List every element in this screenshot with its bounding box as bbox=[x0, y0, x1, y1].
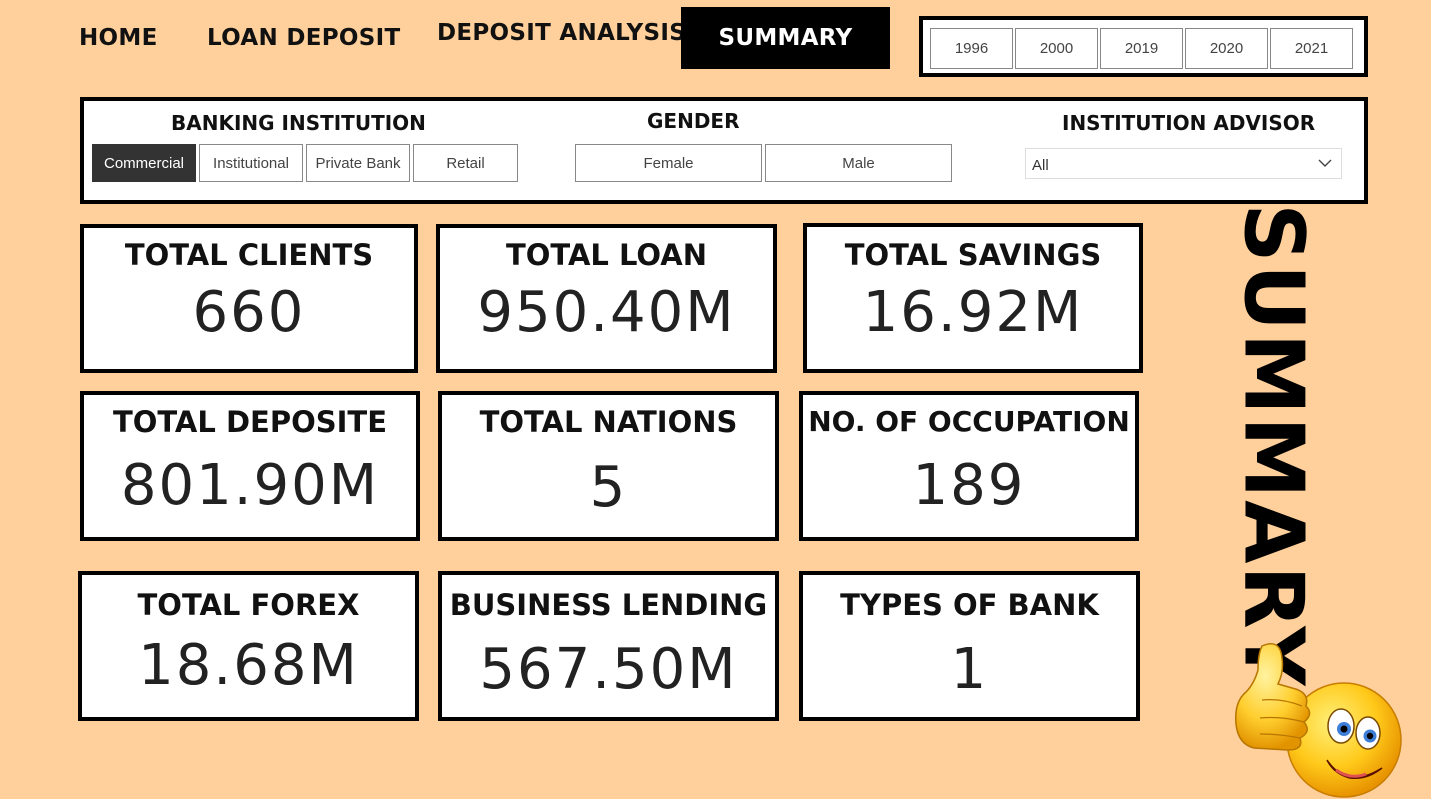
year-button[interactable]: 2020 bbox=[1185, 28, 1268, 69]
slicer-male[interactable]: Male bbox=[765, 144, 952, 182]
gender-title: GENDER bbox=[647, 109, 740, 133]
card-title: NO. OF OCCUPATION bbox=[808, 405, 1130, 438]
card-title: TOTAL SAVINGS bbox=[844, 238, 1102, 272]
card-value: 18.68M bbox=[138, 633, 359, 698]
year-button[interactable]: 2000 bbox=[1015, 28, 1098, 69]
nav-home[interactable]: HOME bbox=[79, 25, 158, 51]
card-title: TOTAL CLIENTS bbox=[124, 238, 374, 272]
chevron-down-icon bbox=[1318, 159, 1332, 167]
side-title-text: SUMMARY bbox=[1225, 202, 1321, 688]
card-title: TOTAL DEPOSITE bbox=[112, 405, 388, 439]
card-types-of-bank: TYPES OF BANK 1 bbox=[799, 571, 1140, 721]
card-title: TOTAL LOAN bbox=[505, 238, 708, 272]
year-button[interactable]: 1996 bbox=[930, 28, 1013, 69]
card-title: TOTAL NATIONS bbox=[479, 405, 738, 439]
card-value: 1 bbox=[950, 637, 989, 702]
card-total-loan: TOTAL LOAN 950.40M bbox=[436, 224, 777, 373]
institution-advisor-dropdown[interactable]: All bbox=[1025, 148, 1342, 179]
card-value: 950.40M bbox=[477, 280, 736, 345]
slicer-retail[interactable]: Retail bbox=[413, 144, 518, 182]
banking-institution-title: BANKING INSTITUTION bbox=[171, 111, 426, 135]
year-button[interactable]: 2019 bbox=[1100, 28, 1183, 69]
card-value: 801.90M bbox=[120, 453, 380, 518]
card-value: 660 bbox=[192, 280, 306, 345]
year-slicer: 1996 2000 2019 2020 2021 bbox=[919, 16, 1368, 77]
card-title: TOTAL FOREX bbox=[137, 588, 360, 622]
slicer-female[interactable]: Female bbox=[575, 144, 762, 182]
card-total-nations: TOTAL NATIONS 5 bbox=[438, 391, 779, 541]
card-value: 189 bbox=[912, 453, 1026, 518]
year-button[interactable]: 2021 bbox=[1270, 28, 1353, 69]
card-title: TYPES OF BANK bbox=[840, 588, 1099, 622]
card-business-lending: BUSINESS LENDING 567.50M bbox=[438, 571, 779, 721]
slicer-private-bank[interactable]: Private Bank bbox=[306, 144, 410, 182]
slicer-institutional[interactable]: Institutional bbox=[199, 144, 303, 182]
institution-advisor-title: INSTITUTION ADVISOR bbox=[1062, 111, 1316, 135]
card-no-of-occupation: NO. OF OCCUPATION 189 bbox=[799, 391, 1139, 541]
card-total-clients: TOTAL CLIENTS 660 bbox=[80, 224, 418, 373]
card-value: 16.92M bbox=[862, 280, 1084, 345]
card-value: 5 bbox=[589, 455, 628, 520]
card-total-forex: TOTAL FOREX 18.68M bbox=[78, 571, 419, 721]
card-total-savings: TOTAL SAVINGS 16.92M bbox=[803, 223, 1143, 373]
side-title: SUMMARY bbox=[1208, 203, 1338, 687]
thumbs-up-smiley-icon bbox=[1234, 643, 1402, 798]
filter-panel: BANKING INSTITUTION Commercial Instituti… bbox=[80, 97, 1368, 204]
nav-deposit-analysis[interactable]: DEPOSIT ANALYSIS bbox=[437, 20, 687, 46]
card-total-deposite: TOTAL DEPOSITE 801.90M bbox=[80, 391, 420, 541]
dropdown-value: All bbox=[1032, 157, 1049, 174]
card-value: 567.50M bbox=[479, 637, 738, 702]
card-title: BUSINESS LENDING bbox=[449, 588, 768, 622]
nav-summary[interactable]: SUMMARY bbox=[681, 7, 890, 69]
nav-loan-deposit[interactable]: LOAN DEPOSIT bbox=[207, 25, 401, 51]
slicer-commercial[interactable]: Commercial bbox=[92, 144, 196, 182]
